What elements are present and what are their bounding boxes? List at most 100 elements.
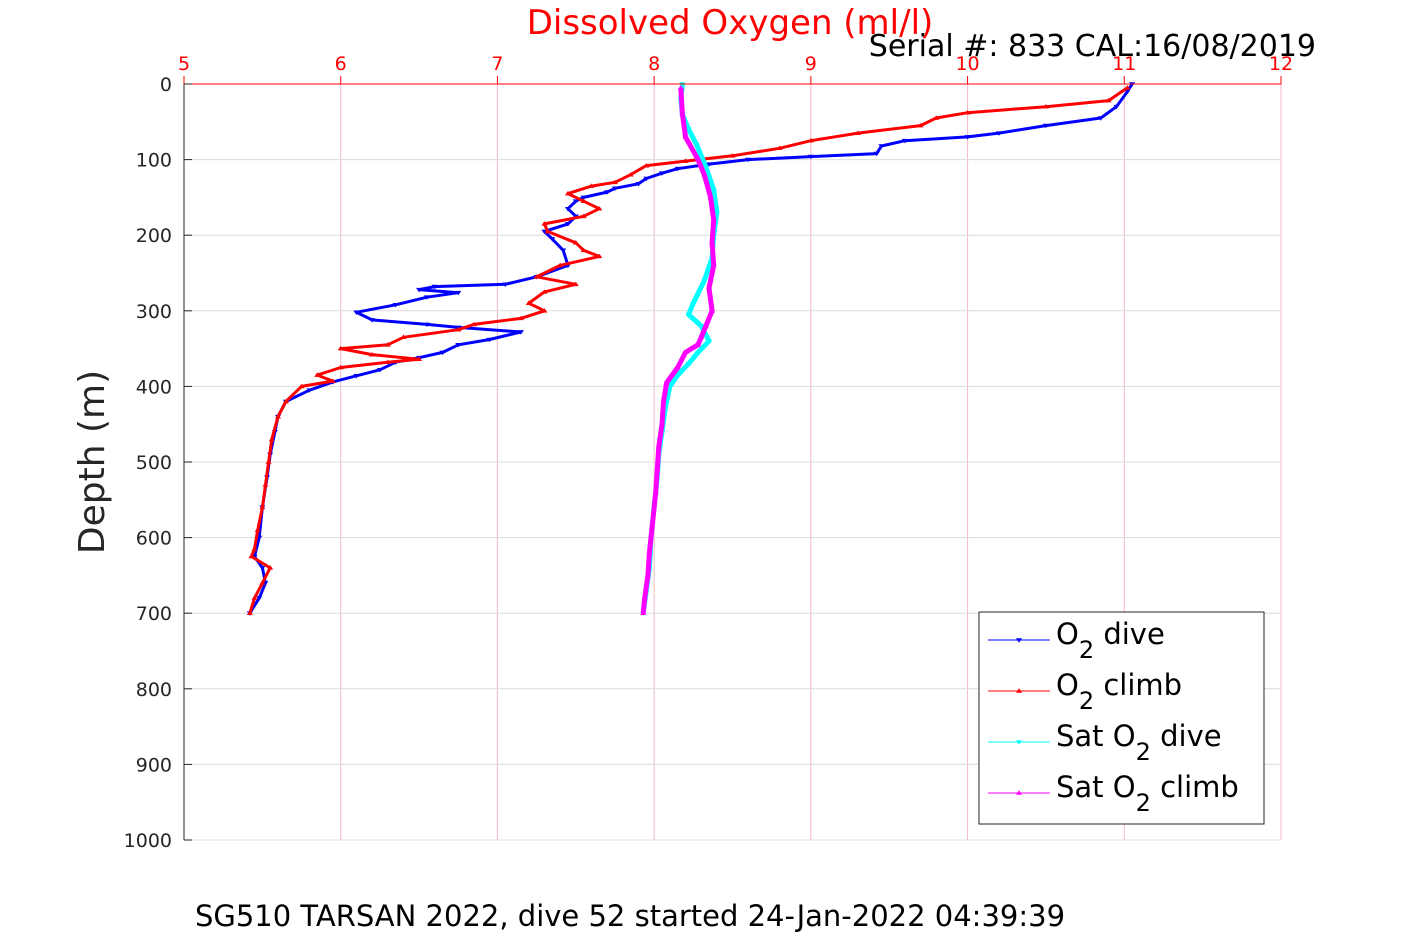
y-tick-label: 500 bbox=[136, 452, 172, 474]
data-point-o2-dive bbox=[392, 302, 399, 308]
data-point-sat-o2-climb bbox=[641, 595, 648, 600]
y-tick-label: 300 bbox=[136, 301, 172, 323]
data-point-o2-dive bbox=[1097, 116, 1104, 121]
data-point-sat-o2-dive bbox=[702, 165, 709, 170]
data-point-sat-o2-dive bbox=[698, 324, 705, 329]
data-point-o2-climb bbox=[643, 162, 650, 168]
data-point-o2-dive bbox=[423, 322, 430, 328]
data-point-o2-climb bbox=[572, 240, 579, 245]
data-point-sat-o2-dive bbox=[693, 142, 700, 148]
data-point-o2-dive bbox=[705, 162, 712, 167]
grid-lines bbox=[184, 84, 1282, 841]
footer-caption: SG510 TARSAN 2022, dive 52 started 24-Ja… bbox=[195, 899, 1065, 933]
data-point-o2-climb bbox=[1042, 103, 1049, 109]
data-point-o2-climb bbox=[682, 158, 689, 163]
data-point-o2-climb bbox=[337, 345, 344, 351]
data-point-o2-climb bbox=[541, 289, 548, 294]
data-point-o2-climb bbox=[544, 228, 551, 234]
data-point-sat-o2-climb bbox=[679, 111, 686, 117]
data-point-sat-o2-dive bbox=[685, 361, 692, 367]
data-point-sat-o2-climb bbox=[709, 308, 716, 313]
data-point-o2-climb bbox=[611, 179, 618, 185]
data-point-sat-o2-climb bbox=[663, 379, 670, 385]
x-tick-label: 8 bbox=[648, 53, 660, 75]
data-point-sat-o2-climb bbox=[702, 323, 709, 328]
data-point-o2-climb bbox=[314, 372, 321, 377]
data-point-sat-o2-climb bbox=[644, 572, 651, 578]
data-point-o2-climb bbox=[369, 351, 376, 357]
data-point-o2-dive bbox=[502, 282, 509, 288]
legend-marker bbox=[1016, 688, 1022, 693]
data-point-o2-dive bbox=[369, 318, 376, 323]
data-point-o2-dive bbox=[416, 287, 423, 293]
data-point-o2-climb bbox=[384, 342, 391, 347]
data-point-o2-dive bbox=[1113, 104, 1120, 110]
data-point-sat-o2-climb bbox=[640, 610, 647, 615]
x-tick-label: 12 bbox=[1269, 53, 1293, 75]
data-point-o2-dive bbox=[256, 596, 263, 601]
y-tick-label: 800 bbox=[136, 679, 172, 701]
legend-label: Sat O2 climb bbox=[1056, 770, 1239, 817]
data-point-o2-climb bbox=[933, 115, 940, 120]
data-point-o2-dive bbox=[259, 566, 266, 571]
data-point-sat-o2-climb bbox=[674, 364, 681, 370]
data-point-o2-dive bbox=[455, 343, 462, 348]
data-point-o2-dive bbox=[517, 330, 524, 335]
serial-text: Serial #: 833 CAL:16/08/2019 bbox=[869, 29, 1316, 64]
data-point-o2-climb bbox=[267, 565, 274, 570]
data-point-o2-climb bbox=[1105, 97, 1112, 103]
data-point-sat-o2-climb bbox=[682, 134, 689, 139]
data-point-sat-o2-dive bbox=[685, 127, 692, 133]
series-o2-climb bbox=[246, 85, 1131, 615]
data-point-o2-dive bbox=[353, 310, 360, 316]
data-point-o2-climb bbox=[541, 308, 548, 313]
y-tick-label: 400 bbox=[136, 376, 172, 398]
data-point-o2-dive bbox=[674, 166, 681, 172]
legend-item-o2-dive: O2 dive bbox=[988, 617, 1165, 664]
series-sat-o2-climb bbox=[640, 85, 717, 615]
y-tick-label: 900 bbox=[136, 754, 172, 776]
legend-marker bbox=[1016, 740, 1022, 745]
x-tick-label: 9 bbox=[805, 53, 817, 75]
data-point-o2-climb bbox=[572, 281, 579, 287]
data-point-sat-o2-dive bbox=[705, 339, 712, 344]
data-point-sat-o2-dive bbox=[710, 188, 717, 193]
data-point-o2-dive bbox=[353, 374, 360, 379]
data-point-o2-climb bbox=[275, 413, 282, 419]
data-point-sat-o2-dive bbox=[690, 301, 697, 306]
data-point-o2-dive bbox=[1124, 89, 1131, 95]
data-point-sat-o2-climb bbox=[709, 240, 716, 245]
x-tick-label: 10 bbox=[955, 53, 979, 75]
legend-marker bbox=[1016, 790, 1022, 795]
data-point-o2-climb bbox=[588, 183, 595, 188]
data-point-o2-climb bbox=[254, 527, 261, 532]
data-point-o2-climb bbox=[533, 274, 540, 279]
y-tick-label: 700 bbox=[136, 603, 172, 625]
data-point-o2-dive bbox=[580, 195, 587, 201]
data-point-o2-climb bbox=[596, 206, 603, 211]
data-point-o2-dive bbox=[873, 151, 880, 157]
data-point-o2-climb bbox=[807, 138, 814, 143]
data-point-o2-climb bbox=[246, 610, 253, 615]
data-point-o2-dive bbox=[423, 295, 430, 300]
data-point-o2-climb bbox=[776, 145, 783, 151]
data-point-sat-o2-climb bbox=[649, 519, 656, 525]
data-point-o2-dive bbox=[455, 290, 462, 296]
data-point-o2-climb bbox=[251, 595, 258, 600]
data-point-sat-o2-climb bbox=[682, 349, 689, 355]
data-point-o2-dive bbox=[604, 190, 611, 195]
data-point-o2-dive bbox=[439, 350, 446, 356]
data-point-sat-o2-climb bbox=[705, 285, 712, 290]
legend-item-sat-o2-dive: Sat O2 dive bbox=[988, 719, 1222, 766]
data-point-sat-o2-climb bbox=[652, 489, 659, 495]
data-point-o2-dive bbox=[635, 181, 642, 187]
data-point-o2-climb bbox=[964, 110, 971, 115]
data-point-o2-dive bbox=[611, 186, 618, 192]
data-point-o2-dive bbox=[1042, 123, 1049, 129]
data-point-o2-climb bbox=[580, 198, 587, 203]
data-point-o2-dive bbox=[878, 144, 885, 149]
legend-item-sat-o2-climb: Sat O2 climb bbox=[988, 770, 1239, 817]
y-tick-group: 0 100 200 300 400 500 600 700 800 900 1000 bbox=[124, 74, 192, 852]
x-tick-label: 5 bbox=[178, 53, 190, 75]
data-point-o2-climb bbox=[265, 459, 272, 464]
